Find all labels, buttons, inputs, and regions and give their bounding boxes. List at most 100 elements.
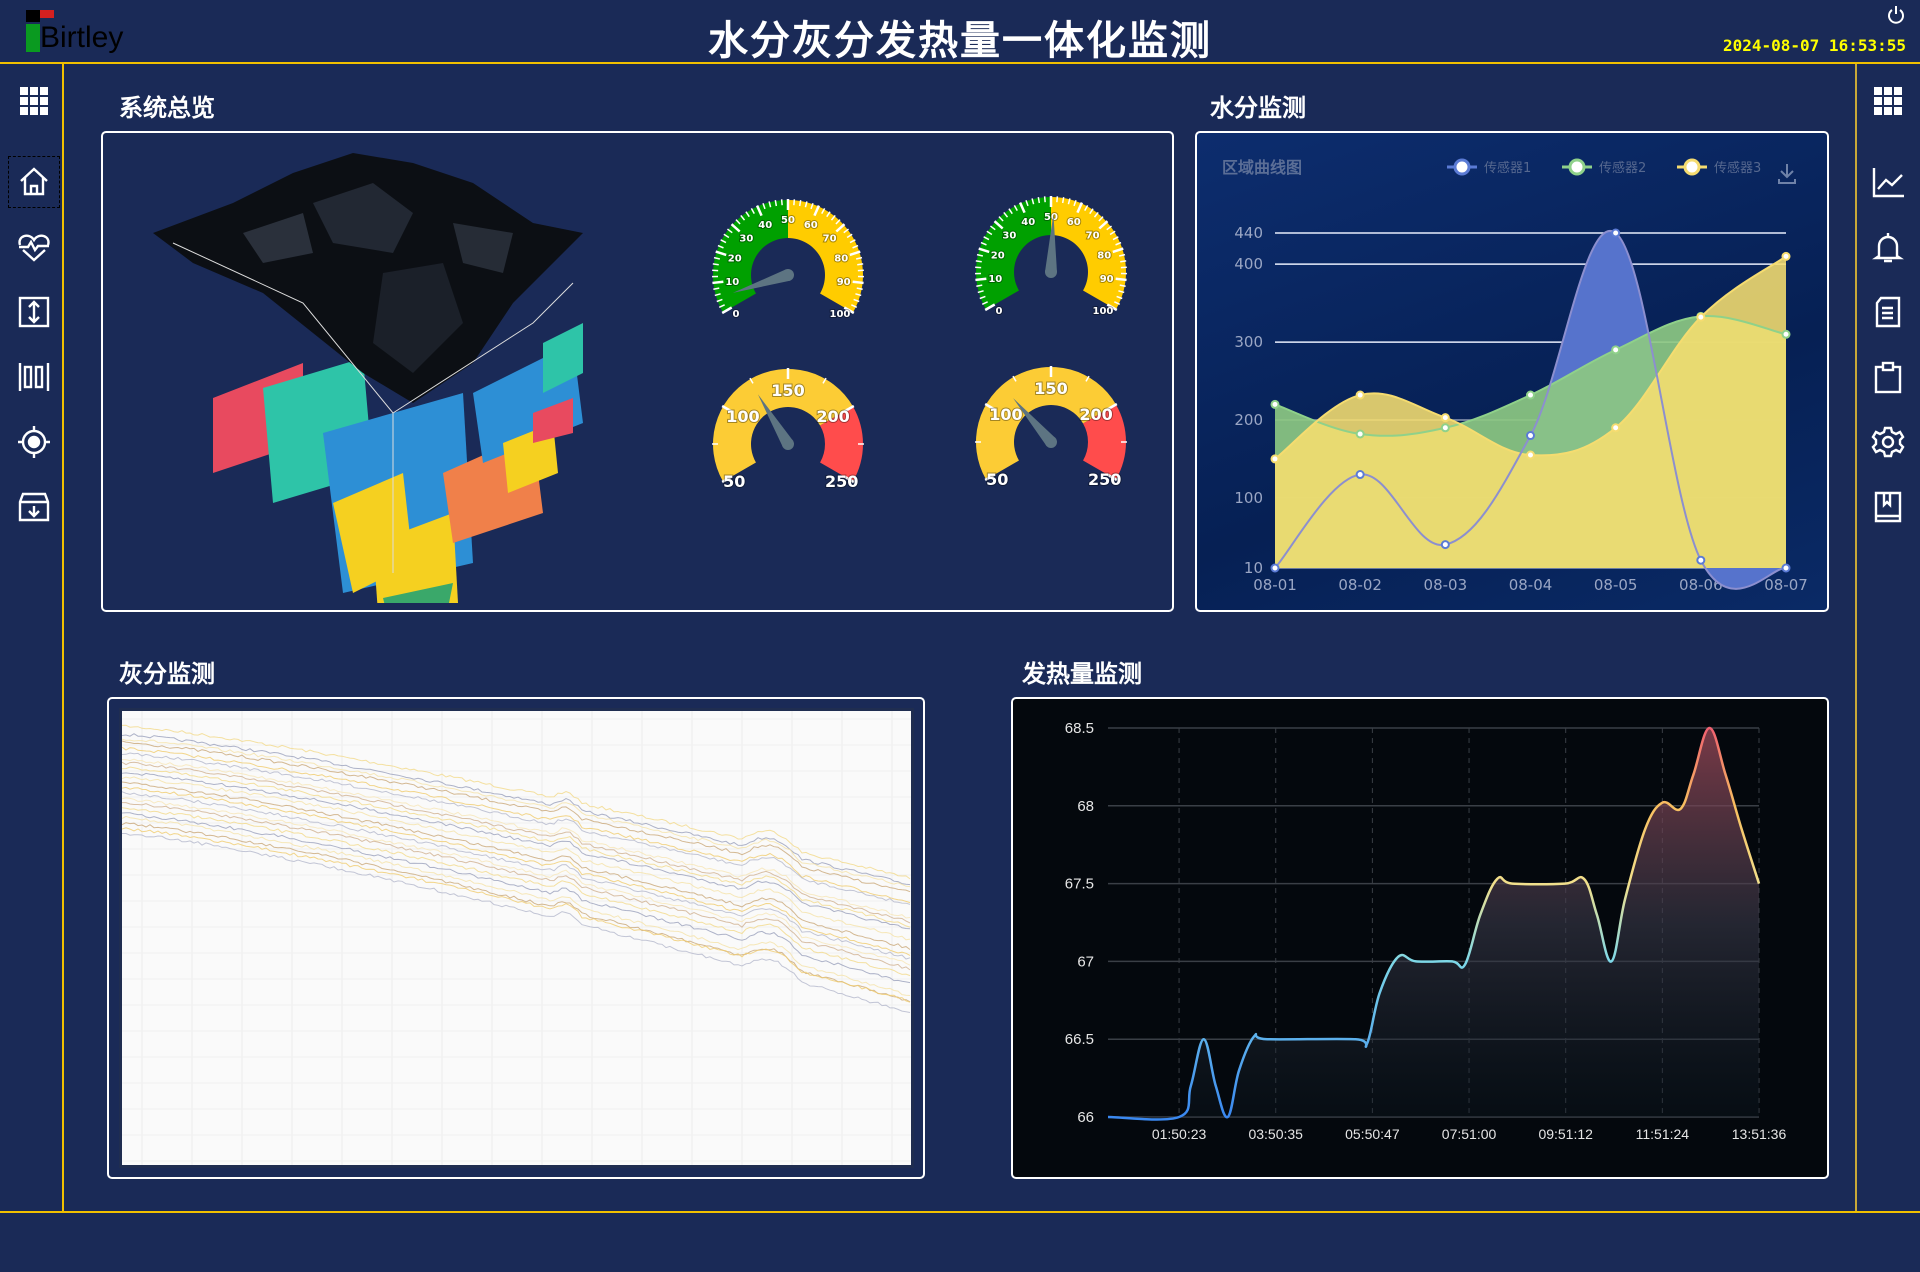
data-point [1270, 399, 1280, 409]
line-chart-icon[interactable] [1871, 165, 1905, 199]
coal-3d-illustration [153, 153, 583, 603]
gauge-tick [1061, 196, 1065, 204]
gauge-tick [780, 199, 783, 206]
gauge-tick [984, 303, 996, 312]
clipboard-icon[interactable] [1871, 360, 1905, 394]
bell-icon[interactable] [1871, 230, 1905, 264]
data-point [1696, 312, 1706, 322]
series-area [1108, 728, 1759, 1120]
gauge-tick-label: 100 [1093, 306, 1114, 317]
gauge-tick-label: 30 [739, 234, 753, 245]
gauge-tick [717, 244, 724, 249]
data-point [1355, 470, 1365, 480]
gauge-needle [1045, 214, 1057, 273]
y-tick-label: 67 [1077, 953, 1094, 970]
download-icon[interactable] [1778, 164, 1796, 184]
gauge-tick-label: 100 [989, 405, 1022, 424]
birtley-logo: Birtley [26, 10, 156, 54]
legend-item-3: 传感器3 [1677, 158, 1761, 176]
target-icon[interactable] [17, 425, 51, 459]
gauge-tick [714, 293, 721, 297]
gauge-tick-label: 150 [1034, 379, 1067, 398]
gauge-tick [852, 244, 859, 249]
gauge-tick [750, 208, 755, 215]
gauge-tick [990, 225, 996, 231]
ash-series-line [121, 758, 911, 919]
gauge-segment [976, 197, 1051, 310]
gauge-tick [984, 473, 996, 482]
gauge-tick [984, 402, 996, 411]
vertical-resize-icon[interactable] [17, 295, 51, 329]
gauge-tick [768, 201, 772, 208]
apps-grid-icon[interactable] [1871, 84, 1905, 118]
coal-pile [153, 153, 583, 403]
data-point [1270, 454, 1280, 464]
barcode-icon[interactable] [17, 360, 51, 394]
gauge-tick [1116, 295, 1123, 300]
gauge-needle-hub [782, 438, 794, 450]
gauge-tick [718, 304, 725, 309]
gauge-tick [774, 199, 778, 207]
gauge-tick [1109, 230, 1116, 236]
power-icon[interactable] [1886, 4, 1906, 26]
gauge-tick-label: 250 [1088, 470, 1121, 489]
ash-series-line [121, 776, 911, 941]
ash-series-line [121, 786, 911, 956]
ash-series-line [121, 761, 911, 924]
data-point [1440, 540, 1450, 550]
x-tick-label: 08-07 [1764, 576, 1808, 594]
ash-series-line [121, 740, 911, 893]
y-tick-label: 68.5 [1065, 720, 1094, 737]
gauge-tick [856, 287, 863, 290]
ash-series-line [121, 766, 911, 928]
gauge-tick [977, 290, 984, 294]
gauge-tick [976, 284, 983, 287]
x-tick-label: 01:50:23 [1152, 1126, 1207, 1142]
gauge-tick-label: 0 [996, 306, 1003, 317]
y-tick-label: 67.5 [1065, 876, 1094, 893]
download-glyph [1778, 164, 1796, 184]
gauge-tick-label: 50 [781, 215, 795, 226]
gauge-segment [975, 366, 1116, 480]
x-tick-label: 08-04 [1509, 576, 1553, 594]
gauge-tick [715, 250, 727, 257]
x-tick-label: 09:51:12 [1538, 1126, 1593, 1142]
y-tick-label: 300 [1234, 333, 1263, 351]
x-tick-label: 08-01 [1253, 576, 1297, 594]
series-area-3 [1275, 256, 1786, 568]
document-icon[interactable] [1871, 295, 1905, 329]
settings-gear-icon[interactable] [1871, 425, 1905, 459]
moisture-panel: 区域曲线图 10 100 200 300 400 440 08-01 08-02 08-03 08-… [1195, 131, 1829, 612]
gauge-tick [723, 233, 730, 239]
data-point [1781, 563, 1791, 573]
gauge-tick-label: 60 [804, 220, 818, 231]
gauge-tick [1118, 253, 1126, 257]
header-bar: Birtley 水分灰分发热量一体化监测 2024-08-07 16:53:55 [0, 0, 1920, 64]
gauge-tick-label: 20 [728, 254, 742, 265]
ash-series-line [121, 827, 911, 1003]
gauge-tick [1098, 216, 1104, 222]
gauge-tick [804, 201, 808, 208]
gauge-tick [979, 295, 986, 300]
gauge-tick [1076, 202, 1084, 214]
left-sidebar [0, 64, 64, 1212]
gauge-needle [1013, 398, 1056, 446]
gauge-tick [713, 287, 720, 290]
heart-pulse-icon[interactable] [17, 230, 51, 264]
gauge-tick [735, 219, 741, 225]
gauge-tick [975, 277, 987, 282]
gauge-tick [1120, 260, 1127, 263]
legend-label: 传感器1 [1484, 160, 1531, 176]
archive-download-icon[interactable] [17, 490, 51, 524]
gauge-tick [993, 220, 1004, 230]
apps-grid-icon[interactable] [17, 84, 51, 118]
gauge-tick-label: 150 [771, 381, 804, 400]
gauge-tick [1025, 199, 1029, 207]
home-icon[interactable] [8, 156, 60, 208]
gauges: 0 10 20 30 40 50 60 70 80 90 100 0 10 20 30 40 50 60 70 80 9… [712, 196, 1127, 492]
x-tick-label: 08-06 [1679, 576, 1723, 594]
gauge-tick-label: 70 [823, 234, 837, 245]
bookmark-book-icon[interactable] [1871, 490, 1905, 524]
gauge-tick-label: 10 [988, 274, 1002, 285]
calorific-line-chart: 66 66.5 67 67.5 68 68.5 01:50:23 03:50:35 05:50:… [1065, 720, 1787, 1142]
